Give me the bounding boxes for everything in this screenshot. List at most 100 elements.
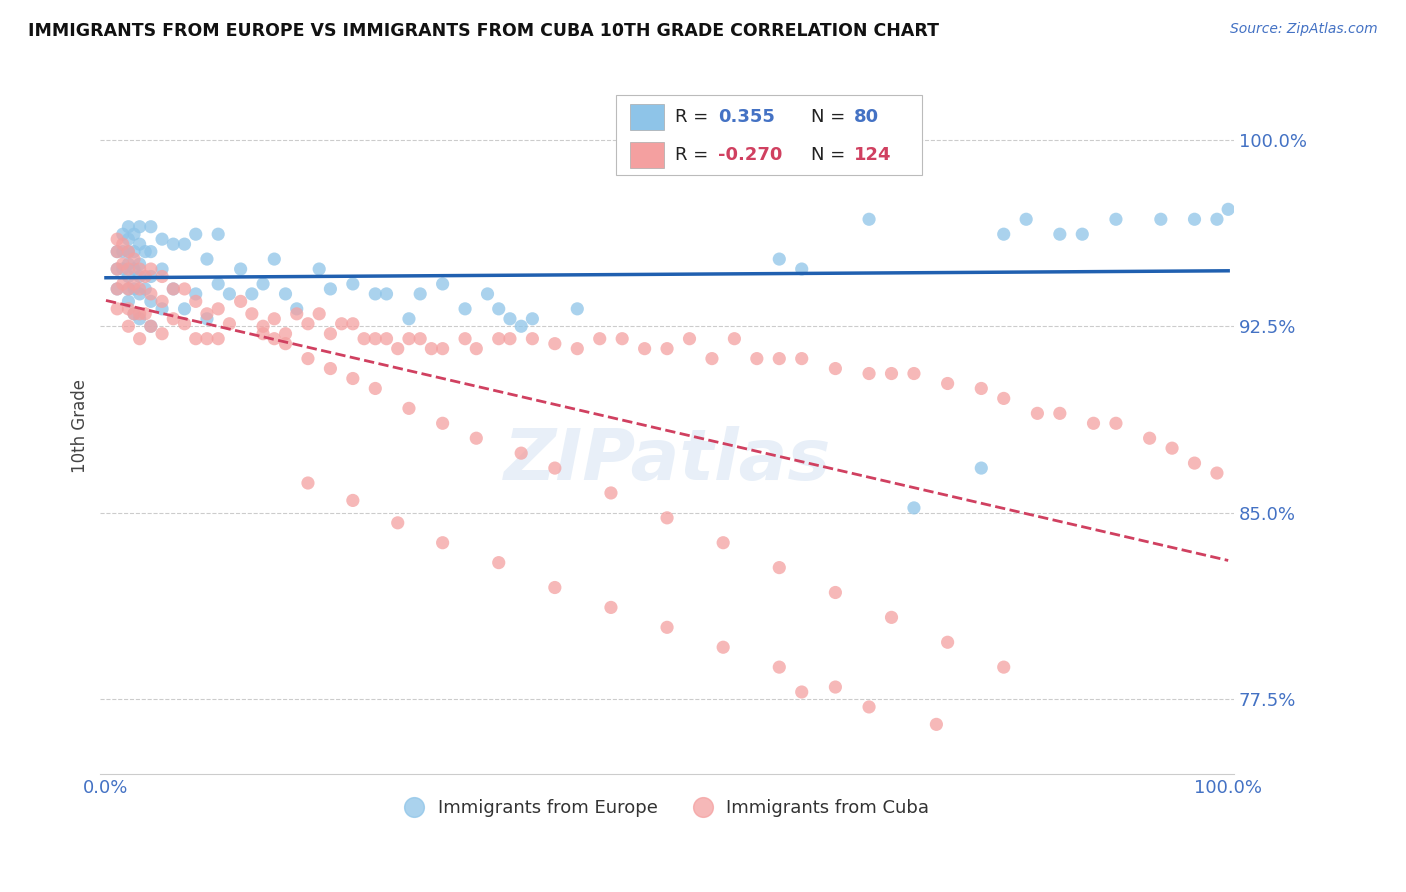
Point bbox=[342, 371, 364, 385]
Point bbox=[858, 700, 880, 714]
Point bbox=[499, 311, 522, 326]
Point bbox=[1049, 406, 1071, 420]
Point bbox=[117, 257, 139, 271]
Point bbox=[105, 301, 128, 316]
Point bbox=[499, 332, 522, 346]
Point bbox=[150, 269, 173, 284]
Point bbox=[195, 311, 218, 326]
Point bbox=[207, 332, 229, 346]
Point bbox=[139, 219, 162, 234]
Point bbox=[454, 332, 477, 346]
Point bbox=[567, 342, 589, 356]
Point bbox=[128, 282, 150, 296]
Point bbox=[510, 319, 533, 334]
Point bbox=[128, 219, 150, 234]
Text: 124: 124 bbox=[853, 146, 891, 164]
Point bbox=[768, 252, 790, 266]
Point bbox=[139, 319, 162, 334]
Point bbox=[1184, 456, 1206, 470]
Point bbox=[150, 262, 173, 277]
Point bbox=[274, 336, 297, 351]
Point bbox=[824, 585, 846, 599]
Point bbox=[1161, 441, 1184, 455]
Point bbox=[1150, 212, 1173, 227]
Point bbox=[105, 262, 128, 277]
Point bbox=[387, 342, 409, 356]
Point bbox=[319, 282, 342, 296]
Point bbox=[122, 277, 145, 291]
Point bbox=[229, 294, 252, 309]
Point bbox=[364, 286, 387, 301]
Text: R =: R = bbox=[675, 146, 709, 164]
Point bbox=[993, 392, 1015, 406]
Point bbox=[903, 500, 925, 515]
Point bbox=[134, 307, 156, 321]
Point bbox=[409, 286, 432, 301]
Point bbox=[768, 351, 790, 366]
Point bbox=[432, 342, 454, 356]
Point bbox=[700, 351, 723, 366]
Point bbox=[122, 252, 145, 266]
Point bbox=[150, 294, 173, 309]
Point bbox=[240, 286, 263, 301]
Point bbox=[790, 351, 813, 366]
Point bbox=[162, 282, 184, 296]
Point bbox=[173, 301, 195, 316]
FancyBboxPatch shape bbox=[616, 95, 922, 175]
Point bbox=[105, 244, 128, 259]
Point bbox=[195, 332, 218, 346]
Point bbox=[768, 560, 790, 574]
Legend: Immigrants from Europe, Immigrants from Cuba: Immigrants from Europe, Immigrants from … bbox=[398, 791, 936, 824]
Point bbox=[218, 286, 240, 301]
Point bbox=[122, 307, 145, 321]
Point bbox=[342, 317, 364, 331]
Point bbox=[134, 282, 156, 296]
Point bbox=[274, 326, 297, 341]
Point bbox=[454, 301, 477, 316]
Point bbox=[655, 342, 678, 356]
Point bbox=[319, 326, 342, 341]
Point bbox=[655, 511, 678, 525]
Point bbox=[274, 286, 297, 301]
Point bbox=[128, 286, 150, 301]
Point bbox=[184, 286, 207, 301]
Point bbox=[252, 326, 274, 341]
Point bbox=[824, 680, 846, 694]
Point bbox=[1218, 202, 1240, 217]
Point bbox=[111, 257, 134, 271]
Point bbox=[117, 301, 139, 316]
Text: 0.355: 0.355 bbox=[718, 108, 775, 126]
Point bbox=[567, 301, 589, 316]
Text: R =: R = bbox=[675, 108, 709, 126]
Point bbox=[252, 277, 274, 291]
Point bbox=[330, 317, 353, 331]
Point bbox=[150, 326, 173, 341]
Point bbox=[387, 516, 409, 530]
Point bbox=[678, 332, 700, 346]
Point bbox=[1071, 227, 1094, 242]
Point bbox=[297, 317, 319, 331]
Point bbox=[903, 367, 925, 381]
Point bbox=[139, 294, 162, 309]
Point bbox=[353, 332, 375, 346]
Point bbox=[612, 332, 634, 346]
Text: Source: ZipAtlas.com: Source: ZipAtlas.com bbox=[1230, 22, 1378, 37]
Point bbox=[128, 332, 150, 346]
Point bbox=[488, 556, 510, 570]
Point bbox=[128, 237, 150, 252]
Point bbox=[105, 244, 128, 259]
Point bbox=[162, 311, 184, 326]
Point bbox=[790, 685, 813, 699]
Point bbox=[218, 317, 240, 331]
Point bbox=[432, 277, 454, 291]
Point bbox=[1105, 212, 1128, 227]
Point bbox=[880, 610, 903, 624]
Point bbox=[128, 262, 150, 277]
Point bbox=[128, 269, 150, 284]
Point bbox=[297, 475, 319, 490]
Point bbox=[184, 227, 207, 242]
Point bbox=[936, 376, 959, 391]
Point bbox=[308, 307, 330, 321]
Point bbox=[122, 244, 145, 259]
Text: -0.270: -0.270 bbox=[718, 146, 783, 164]
